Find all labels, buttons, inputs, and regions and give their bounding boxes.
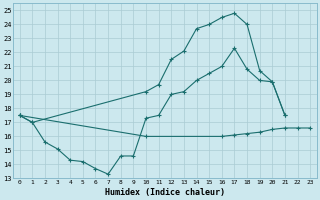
- X-axis label: Humidex (Indice chaleur): Humidex (Indice chaleur): [105, 188, 225, 197]
